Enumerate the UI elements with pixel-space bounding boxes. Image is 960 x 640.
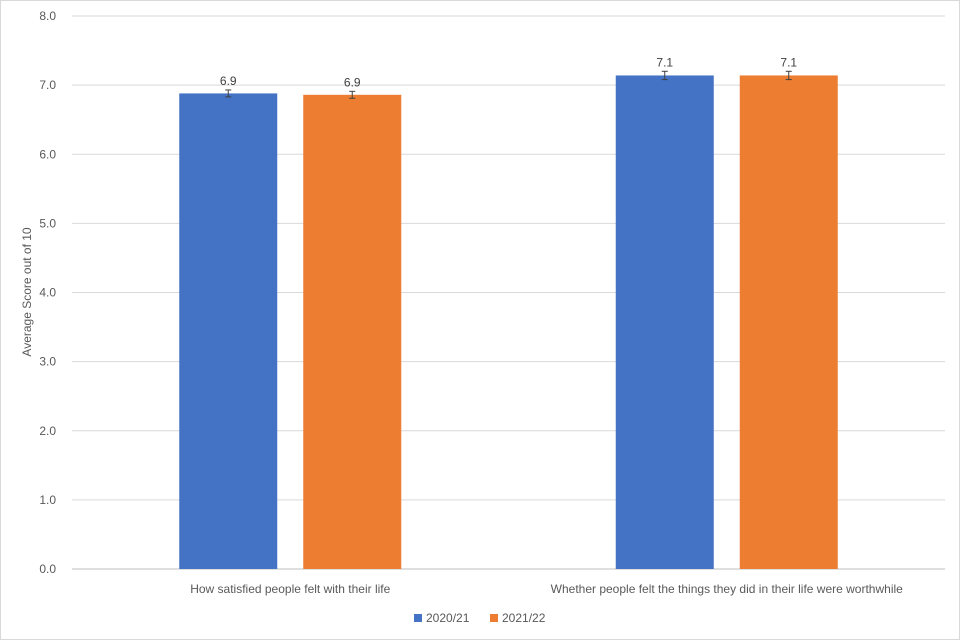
data-label: 6.9 [220,74,237,88]
legend-label: 2020/21 [426,611,470,625]
bars: 6.9 6.9 7.1 7.1 [179,55,838,570]
bar [739,75,838,569]
error-bar [661,70,668,81]
y-tick-label: 2.0 [39,424,56,438]
legend-label: 2021/22 [502,611,546,625]
y-tick-label: 4.0 [39,286,56,300]
y-tick-label: 3.0 [39,355,56,369]
category-label: Whether people felt the things they did … [551,582,904,596]
y-tick-label: 1.0 [39,493,56,507]
bar [179,93,278,570]
error-bar [225,89,232,98]
y-tick-label: 5.0 [39,216,56,230]
bar [303,94,402,570]
y-tick-label: 0.0 [39,562,56,576]
category-label: How satisfied people felt with their lif… [190,582,390,596]
y-tick-label: 8.0 [39,9,56,23]
legend-swatch [414,614,422,622]
error-bar [349,90,356,99]
error-bar [785,70,792,81]
data-label: 6.9 [344,75,361,89]
legend: 2020/21 2021/22 [414,611,546,625]
legend-swatch [490,614,498,622]
data-label: 7.1 [656,55,673,69]
legend-item: 2021/22 [490,611,546,625]
y-axis-title: Average Score out of 10 [20,227,34,357]
data-label: 7.1 [780,55,797,69]
y-tick-label: 7.0 [39,78,56,92]
y-tick-label: 6.0 [39,147,56,161]
category-labels: How satisfied people felt with their lif… [190,582,903,596]
legend-item: 2020/21 [414,611,470,625]
y-axis-ticks: 0.0 1.0 2.0 3.0 4.0 5.0 6.0 7.0 8.0 [39,9,56,576]
bar [615,75,714,569]
